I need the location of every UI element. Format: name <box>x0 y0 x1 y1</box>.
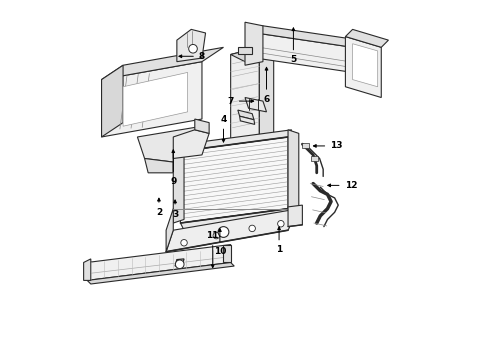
Polygon shape <box>180 130 292 151</box>
Polygon shape <box>173 148 184 223</box>
Polygon shape <box>145 158 173 173</box>
Text: 8: 8 <box>179 52 205 61</box>
Polygon shape <box>101 65 123 137</box>
Polygon shape <box>345 30 389 47</box>
Text: 9: 9 <box>170 150 176 186</box>
Text: 4: 4 <box>220 114 227 142</box>
Text: 3: 3 <box>172 200 178 219</box>
Polygon shape <box>223 148 274 166</box>
Circle shape <box>278 221 284 227</box>
Circle shape <box>181 239 187 246</box>
Polygon shape <box>175 259 184 266</box>
Circle shape <box>189 44 197 53</box>
Circle shape <box>218 226 229 237</box>
Circle shape <box>249 225 255 231</box>
Polygon shape <box>101 62 202 137</box>
Polygon shape <box>240 116 255 125</box>
Text: 2: 2 <box>156 198 162 217</box>
Text: 12: 12 <box>328 181 357 190</box>
Polygon shape <box>231 47 259 151</box>
Polygon shape <box>180 137 288 223</box>
Polygon shape <box>238 47 252 54</box>
Polygon shape <box>173 130 209 158</box>
Polygon shape <box>256 26 360 47</box>
Polygon shape <box>238 110 254 120</box>
Circle shape <box>175 260 184 269</box>
Polygon shape <box>245 22 263 65</box>
Polygon shape <box>177 30 205 62</box>
Polygon shape <box>353 44 378 87</box>
Polygon shape <box>256 33 353 72</box>
Polygon shape <box>345 37 381 98</box>
Circle shape <box>213 232 220 239</box>
Text: 13: 13 <box>314 141 343 150</box>
Text: 1: 1 <box>276 227 282 255</box>
Text: 11: 11 <box>206 231 219 267</box>
Polygon shape <box>311 156 318 161</box>
Polygon shape <box>87 244 231 280</box>
Polygon shape <box>288 205 302 226</box>
Polygon shape <box>166 209 173 252</box>
Text: 7: 7 <box>227 96 254 105</box>
Polygon shape <box>84 259 91 280</box>
Polygon shape <box>166 209 299 252</box>
Polygon shape <box>245 98 267 112</box>
Polygon shape <box>180 209 292 230</box>
Polygon shape <box>223 151 231 166</box>
Polygon shape <box>302 143 309 148</box>
Text: 10: 10 <box>214 229 226 256</box>
Polygon shape <box>137 126 202 162</box>
Polygon shape <box>87 262 234 284</box>
Polygon shape <box>259 47 274 151</box>
Polygon shape <box>231 47 274 62</box>
Polygon shape <box>101 47 223 80</box>
Text: 5: 5 <box>290 28 296 64</box>
Polygon shape <box>223 244 231 262</box>
Text: 6: 6 <box>264 67 270 104</box>
Polygon shape <box>123 72 188 126</box>
Polygon shape <box>288 130 299 212</box>
Polygon shape <box>195 119 209 134</box>
